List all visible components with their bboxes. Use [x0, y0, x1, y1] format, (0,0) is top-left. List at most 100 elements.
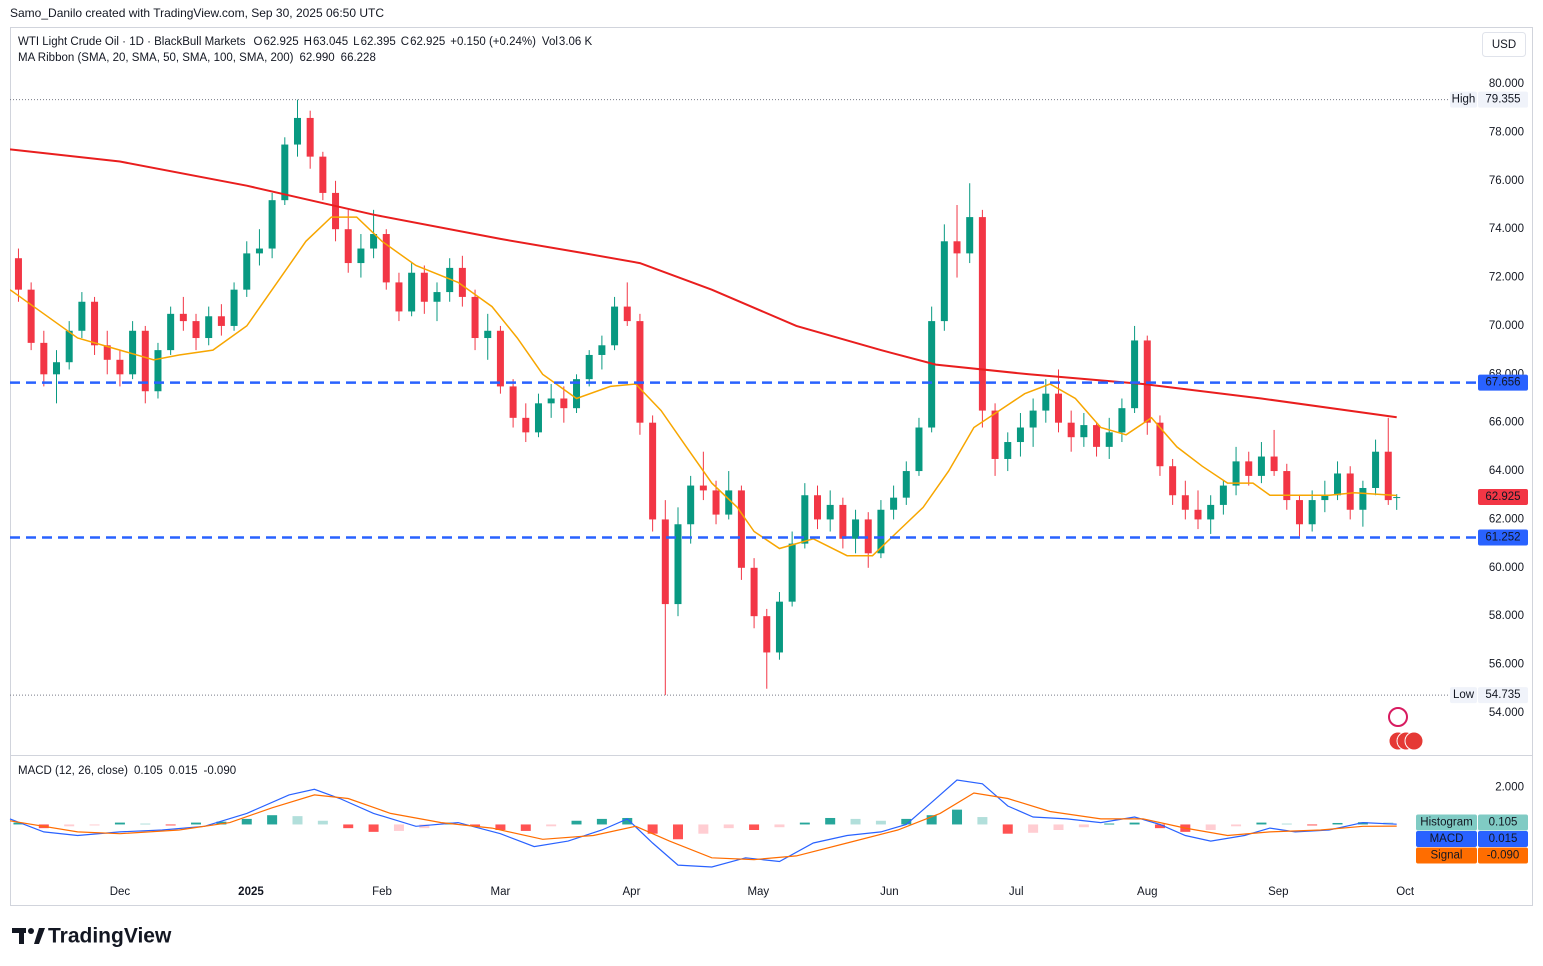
- candle-body: [636, 321, 644, 423]
- macd-readout-value: -0.090: [1487, 850, 1520, 862]
- y-tick-label: 70.000: [1489, 320, 1524, 332]
- candle-body: [763, 616, 771, 653]
- histogram-bar: [952, 809, 963, 825]
- candle-body: [737, 490, 745, 568]
- candle-body: [408, 272, 416, 312]
- legend-text: 66.228: [341, 52, 376, 64]
- candle-body: [1169, 466, 1177, 496]
- candle-body: [446, 267, 454, 293]
- histogram-bar: [292, 816, 303, 825]
- candle-body: [192, 321, 200, 339]
- frame: [10, 27, 1533, 906]
- event-icon[interactable]: [1388, 707, 1408, 727]
- candle-body: [598, 345, 606, 355]
- candle-body: [129, 330, 137, 375]
- candle-body: [902, 471, 910, 498]
- macd-readout-name-box: [1416, 814, 1477, 831]
- candle-body: [357, 248, 365, 264]
- x-tick-label: Jul: [1009, 886, 1024, 898]
- candle-body: [1219, 485, 1227, 505]
- candle-body: [344, 229, 352, 264]
- candle-body: [573, 379, 581, 409]
- y-tick-label: 78.000: [1489, 126, 1524, 138]
- candle-body: [395, 282, 403, 312]
- currency-button[interactable]: [1482, 32, 1526, 57]
- y-tick-label: 56.000: [1489, 659, 1524, 671]
- candle-body: [839, 504, 847, 539]
- histogram-bar: [1357, 822, 1368, 825]
- candle-body: [712, 490, 720, 515]
- candle-body: [420, 272, 428, 302]
- histogram-bar: [647, 824, 658, 834]
- ma-line: [10, 148, 1397, 419]
- histogram-bar: [596, 818, 607, 825]
- extreme-value: 54.735: [1485, 689, 1520, 701]
- legend-text: 62.925: [263, 36, 298, 48]
- last-price-label: 62.925: [1485, 491, 1520, 503]
- candle-body: [928, 321, 936, 428]
- extreme-label-box: [1450, 91, 1477, 108]
- candle-body: [1118, 408, 1126, 433]
- histogram-bar: [114, 822, 125, 825]
- legend-text: MA Ribbon (SMA, 20, SMA, 50, SMA, 100, S…: [18, 52, 294, 64]
- candle-body: [78, 301, 86, 331]
- histogram-bar: [926, 815, 937, 825]
- x-tick-label: Feb: [372, 886, 392, 898]
- histogram-bar: [723, 824, 734, 829]
- candle-body: [661, 519, 669, 605]
- candle-body: [674, 524, 682, 605]
- candle-body: [154, 350, 162, 392]
- candle-body: [814, 495, 822, 520]
- currency[interactable]: USD: [1492, 39, 1516, 51]
- candle-body: [116, 359, 124, 375]
- legend-text: H: [304, 36, 312, 48]
- candle-body: [484, 330, 492, 339]
- macd-readout-value: 0.015: [1489, 833, 1518, 845]
- candle-body: [1321, 495, 1329, 501]
- legend-text: Vol: [542, 36, 558, 48]
- macd-readout-value-box: [1478, 814, 1528, 831]
- y-tick-label: 74.000: [1489, 223, 1524, 235]
- histogram-bar: [368, 824, 379, 832]
- level-label-box: [1478, 529, 1528, 546]
- level-label: 61.252: [1485, 532, 1520, 544]
- y-tick-label: 66.000: [1489, 417, 1524, 429]
- macd-line: [9, 779, 1397, 868]
- extreme-value-box: [1478, 687, 1528, 704]
- candle-body: [509, 386, 517, 418]
- histogram-bar: [520, 824, 531, 831]
- extreme-label: Low: [1453, 689, 1475, 701]
- histogram-bar: [165, 824, 176, 826]
- candle-body: [826, 504, 834, 520]
- histogram-bar: [977, 817, 988, 825]
- candle-body: [991, 410, 999, 459]
- histogram-bar: [698, 824, 709, 834]
- last-price-label-box: [1478, 489, 1528, 506]
- candle-body: [534, 403, 542, 433]
- histogram-bar: [1053, 824, 1064, 830]
- legend-text: -0.090: [204, 765, 237, 777]
- credit: Samo_Danilo created with TradingView.com…: [10, 6, 384, 20]
- candle-body: [890, 497, 898, 510]
- histogram-bar: [1307, 824, 1318, 826]
- x-tick-label: Oct: [1396, 886, 1415, 898]
- x-tick-label: 2025: [238, 886, 264, 898]
- candle-body: [433, 292, 441, 302]
- candle-body: [91, 301, 99, 346]
- histogram-bar: [571, 820, 582, 825]
- candle-body: [775, 601, 783, 653]
- candle-body: [255, 248, 263, 254]
- plot: [10, 99, 1401, 696]
- candle-body: [623, 306, 631, 322]
- candle-body: [1042, 393, 1050, 411]
- x-tick-label: Jun: [880, 886, 899, 898]
- histogram-bar: [1028, 824, 1039, 833]
- candle-body: [332, 192, 340, 230]
- event-icon[interactable]: [1404, 731, 1424, 751]
- x-tick-label: Sep: [1268, 886, 1288, 898]
- candle-body: [103, 345, 111, 360]
- candle-body: [1016, 427, 1024, 443]
- histogram-bar: [13, 822, 24, 825]
